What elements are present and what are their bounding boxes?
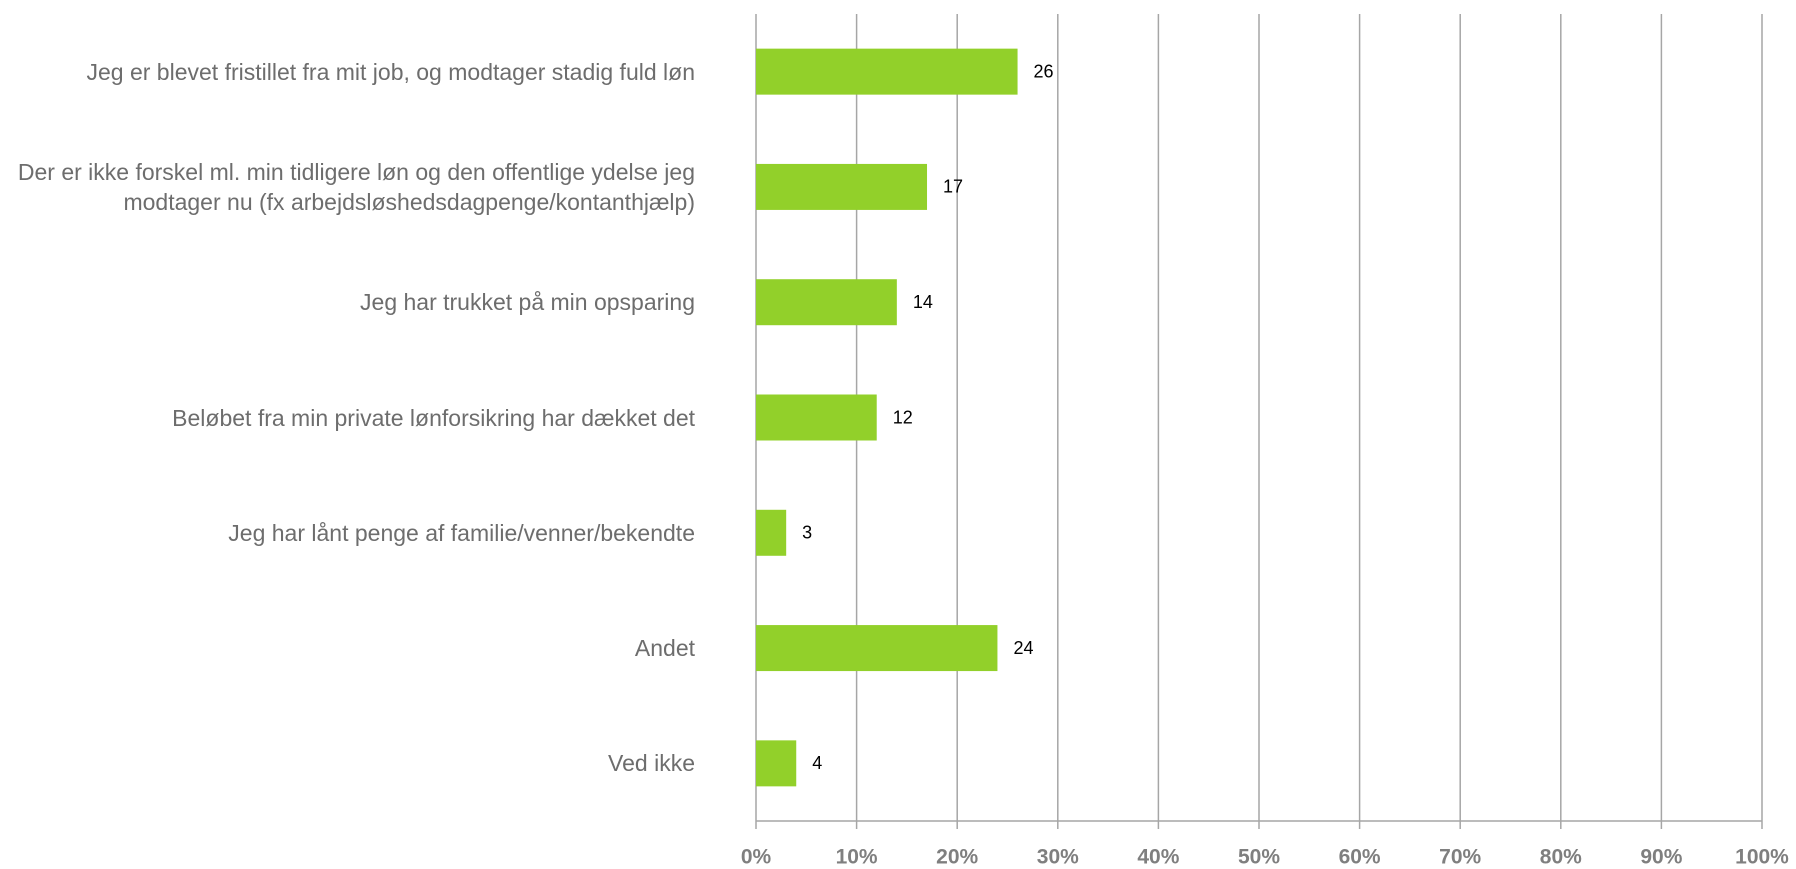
category-label: Ved ikke [608,750,695,777]
category-label: Der er ikke forskel ml. min tidligere lø… [17,158,695,215]
bar [756,163,928,210]
value-label: 26 [1034,61,1054,81]
x-tick-label: 50% [1238,846,1280,869]
bar [756,509,787,556]
bar [756,394,877,441]
value-label: 4 [812,753,822,773]
bar [756,279,897,326]
bar [756,740,797,787]
x-tick-label: 20% [936,846,978,869]
value-label: 17 [943,177,963,197]
x-tick-label: 80% [1540,846,1582,869]
category-label: Beløbet fra min private lønforsikring ha… [172,404,695,431]
category-label: Jeg har trukket på min opsparing [360,289,695,316]
x-tick-label: 30% [1037,846,1079,869]
x-tick-label: 0% [741,846,772,869]
x-tick-label: 60% [1339,846,1381,869]
bar [756,625,998,672]
category-label: Jeg har lånt penge af familie/venner/bek… [228,519,695,546]
x-tick-label: 100% [1735,846,1789,869]
value-label: 3 [802,523,812,543]
value-label: 12 [893,407,913,427]
category-label: Jeg er blevet fristillet fra mit job, og… [86,58,695,85]
x-tick-label: 70% [1439,846,1481,869]
x-tick-label: 40% [1137,846,1179,869]
value-label: 14 [913,292,933,312]
category-label: Andet [634,635,695,662]
value-label: 24 [1013,638,1033,658]
x-tick-label: 90% [1640,846,1682,869]
x-tick-label: 10% [836,846,878,869]
bar [756,48,1018,95]
